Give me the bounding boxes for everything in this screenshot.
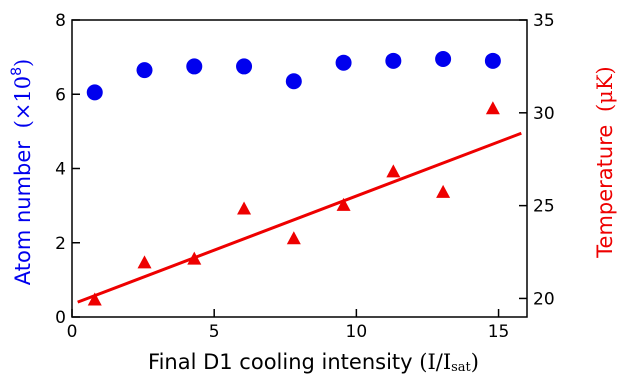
right-y-tick-label: 30 xyxy=(533,104,555,124)
temperature-fit-line xyxy=(77,131,522,304)
x-axis-title-main: Final D1 cooling intensity xyxy=(148,350,413,374)
left-y-axis-title: Atom number (×108) xyxy=(9,59,35,286)
atom-number-point xyxy=(335,54,352,71)
left-y-tick-label: 8 xyxy=(55,11,66,31)
temperature-point xyxy=(237,201,252,215)
temperature-point xyxy=(485,101,500,115)
temperature-point xyxy=(137,255,152,269)
left-y-tick-label: 2 xyxy=(55,234,66,254)
right-y-tick-label: 35 xyxy=(533,11,555,31)
atom-number-point xyxy=(136,62,153,79)
x-tick-label: 10 xyxy=(346,322,368,342)
atom-number-point xyxy=(484,52,501,69)
x-axis-title-unit: (I/Isat) xyxy=(419,350,479,375)
left-y-tick-label: 0 xyxy=(55,308,66,328)
atom-number-series xyxy=(86,50,501,101)
right-y-tick-label: 25 xyxy=(533,197,555,217)
atom-number-point xyxy=(385,52,402,69)
right-y-tick-label: 20 xyxy=(533,289,555,309)
temperature-point xyxy=(286,231,301,245)
left-y-axis-ticks: 0 2 4 6 8 xyxy=(55,11,80,328)
atom-number-point xyxy=(435,50,452,67)
fit-line xyxy=(77,131,522,304)
temperature-point xyxy=(336,197,351,211)
x-tick-label: 15 xyxy=(488,322,510,342)
left-y-tick-label: 4 xyxy=(55,160,66,180)
x-axis-ticks: 0 5 10 15 xyxy=(67,309,510,342)
temperature-point xyxy=(386,164,401,178)
atom-number-point xyxy=(236,58,253,75)
right-y-axis-title: Temperature (μK) xyxy=(593,66,617,258)
temperature-point xyxy=(87,292,102,306)
x-axis-title: Final D1 cooling intensity (I/Isat) xyxy=(0,350,627,375)
x-tick-label: 5 xyxy=(209,322,220,342)
left-y-tick-label: 6 xyxy=(55,85,66,105)
atom-number-point xyxy=(86,84,103,101)
atom-number-point xyxy=(285,73,302,90)
right-y-axis-ticks: 20 25 30 35 xyxy=(519,11,555,309)
atom-number-point xyxy=(186,58,203,75)
temperature-point xyxy=(436,184,451,198)
x-tick-label: 0 xyxy=(67,322,78,342)
